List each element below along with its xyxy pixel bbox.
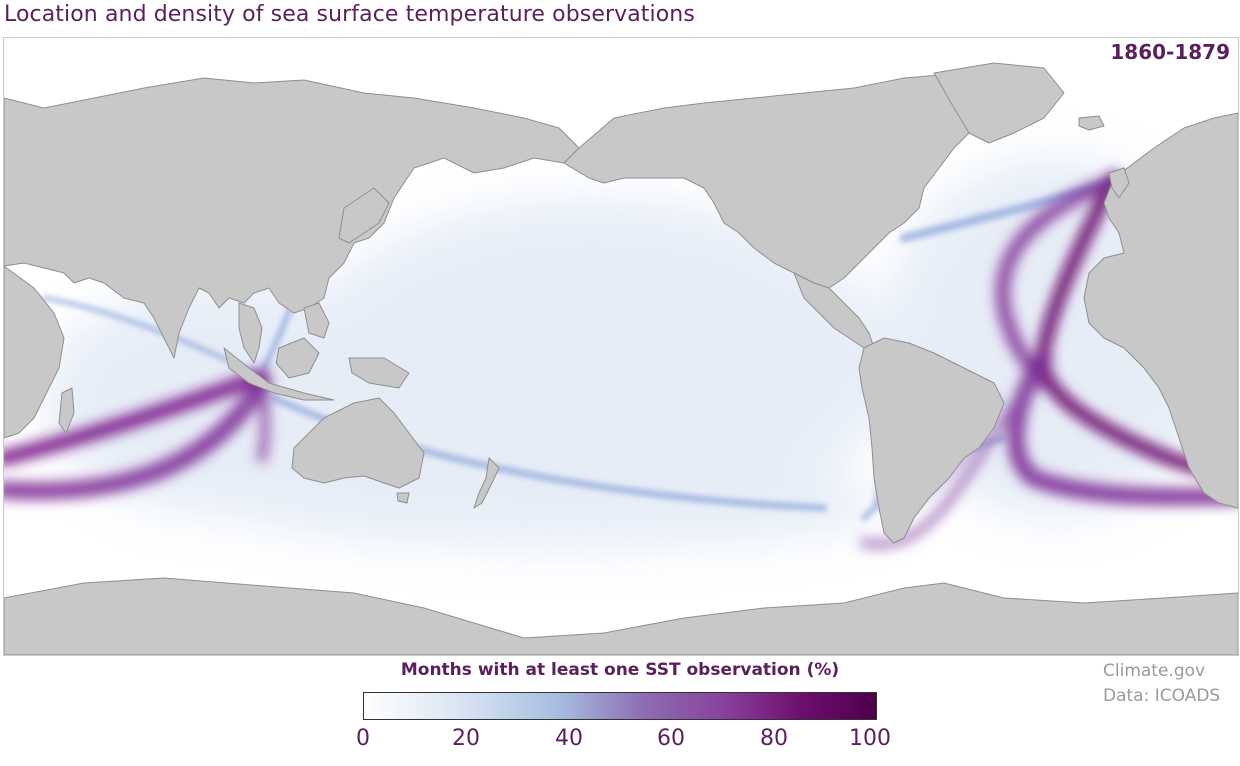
landmass-borneo bbox=[275, 337, 320, 379]
legend-colorbar bbox=[363, 692, 877, 720]
landmass-south-america bbox=[858, 337, 1005, 544]
colorbar-gradient bbox=[364, 693, 876, 719]
legend-tick-60: 60 bbox=[657, 726, 685, 751]
landmass-philippines bbox=[303, 302, 330, 339]
landmass-europe-africa bbox=[1083, 112, 1238, 509]
legend-tick-40: 40 bbox=[555, 726, 583, 751]
landmass-new-zealand bbox=[473, 457, 500, 509]
landmass-madagascar bbox=[58, 387, 75, 434]
landmass-new-guinea bbox=[348, 357, 410, 389]
landmass-sumatra-java bbox=[223, 347, 335, 401]
map-title: Location and density of sea surface temp… bbox=[4, 2, 695, 27]
landmass-indochina bbox=[238, 302, 263, 364]
legend-tick-20: 20 bbox=[452, 726, 480, 751]
world-map: 1860-1879 bbox=[3, 37, 1239, 656]
legend-tick-80: 80 bbox=[760, 726, 788, 751]
landmass-greenland bbox=[933, 62, 1065, 144]
period-label: 1860-1879 bbox=[1110, 40, 1230, 64]
landmass-iceland bbox=[1078, 115, 1105, 131]
legend-title: Months with at least one SST observation… bbox=[400, 660, 840, 680]
landmass-british-isles bbox=[1108, 167, 1130, 199]
legend-tick-0: 0 bbox=[356, 726, 370, 751]
landmass-antarctica bbox=[4, 577, 1238, 655]
map-canvas bbox=[4, 62, 1238, 655]
credit-site: Climate.gov bbox=[1103, 661, 1206, 681]
legend-tick-100: 100 bbox=[849, 726, 891, 751]
landmass-arabia-africa-east bbox=[4, 265, 65, 439]
landmass-australia bbox=[291, 397, 425, 489]
land-masses bbox=[4, 62, 1238, 655]
landmass-north-america bbox=[563, 72, 990, 289]
credit-data: Data: ICOADS bbox=[1103, 686, 1221, 706]
landmass-eurasia bbox=[4, 77, 580, 359]
landmass-japan bbox=[338, 187, 390, 244]
landmass-tasmania bbox=[396, 492, 410, 504]
